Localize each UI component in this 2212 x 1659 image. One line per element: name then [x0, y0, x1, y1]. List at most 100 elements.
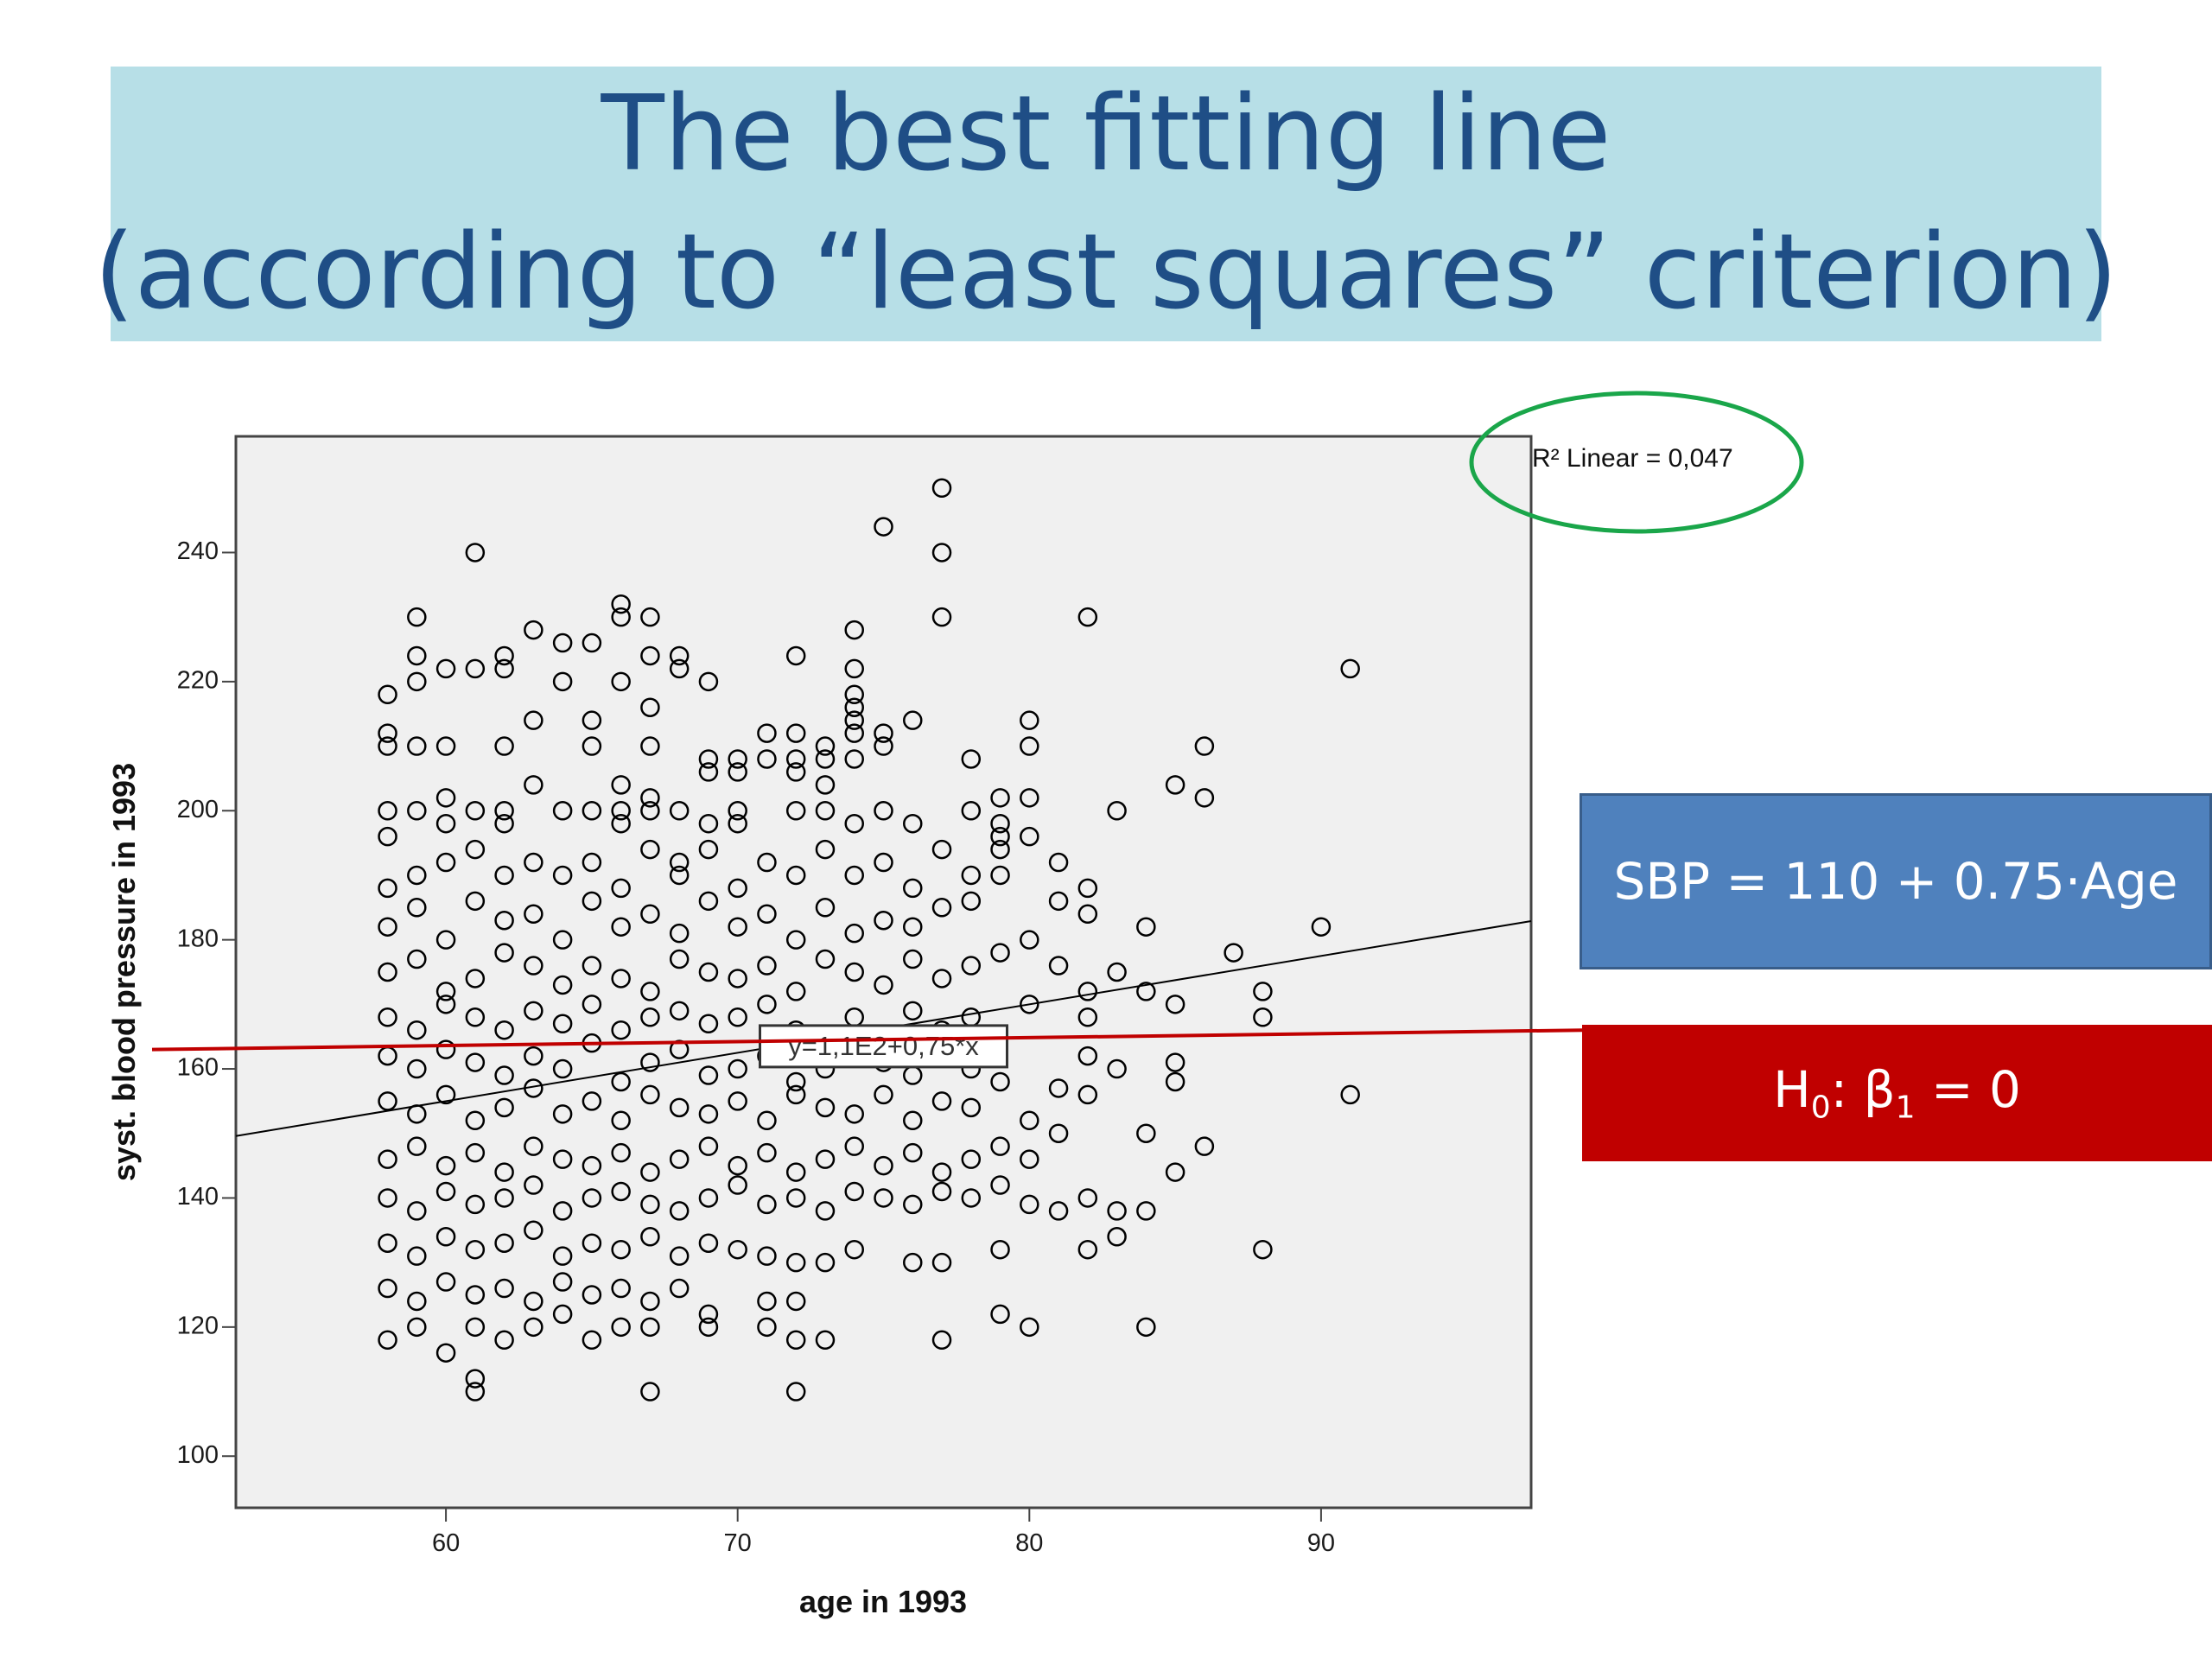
data-point: [582, 1091, 602, 1111]
data-point: [990, 1071, 1010, 1092]
data-point: [785, 723, 806, 743]
data-point: [1048, 852, 1069, 873]
data-point: [874, 852, 893, 873]
data-point: [611, 775, 631, 795]
title-banner: The best fitting line (according to “lea…: [94, 67, 2118, 341]
data-point: [931, 839, 952, 860]
r-squared-highlight-circle: [1469, 391, 1804, 534]
data-point: [407, 1246, 427, 1266]
data-point: [435, 982, 456, 1001]
data-point: [435, 852, 456, 873]
data-point: [903, 1001, 923, 1021]
data-point: [494, 645, 514, 666]
data-point: [640, 788, 660, 808]
data-point: [378, 801, 397, 821]
data-point: [435, 995, 456, 1014]
data-point: [1048, 1123, 1069, 1143]
data-point: [640, 1052, 660, 1072]
data-point: [785, 1330, 806, 1351]
data-point: [961, 891, 982, 912]
data-point: [903, 917, 923, 937]
data-point: [815, 1330, 836, 1351]
data-point: [698, 839, 719, 860]
data-point: [785, 1188, 806, 1208]
data-point: [494, 1097, 514, 1118]
data-point: [990, 865, 1010, 886]
data-point: [728, 1155, 747, 1176]
data-point: [465, 1317, 486, 1338]
data-point: [785, 801, 806, 821]
data-point: [465, 1382, 486, 1402]
data-point: [407, 865, 427, 886]
y-tick-label: 140: [177, 1183, 219, 1211]
data-point: [728, 878, 747, 899]
data-point: [435, 1181, 456, 1202]
data-point: [698, 1317, 719, 1338]
data-point: [757, 995, 777, 1014]
data-point: [378, 1233, 397, 1253]
data-point: [1020, 1194, 1039, 1215]
x-tick-label: 60: [432, 1529, 460, 1557]
data-point: [611, 1239, 631, 1260]
data-point: [582, 710, 602, 730]
data-point: [844, 710, 864, 730]
data-point: [552, 1014, 573, 1034]
data-point: [785, 1382, 806, 1402]
data-point: [874, 1155, 893, 1176]
data-points: [378, 478, 1360, 1402]
data-point: [611, 607, 631, 627]
data-point: [407, 1058, 427, 1079]
data-point: [728, 762, 747, 782]
data-point: [435, 1155, 456, 1176]
data-point: [844, 1239, 864, 1260]
data-point: [582, 1155, 602, 1176]
data-point: [640, 982, 660, 1001]
data-point: [524, 710, 543, 730]
data-point: [1136, 1201, 1156, 1221]
data-point: [1020, 1149, 1039, 1169]
data-point: [378, 1188, 397, 1208]
data-point: [1020, 1110, 1039, 1131]
data-point: [378, 1007, 397, 1027]
data-point: [757, 723, 777, 743]
slide-title-line-1: The best fitting line: [601, 74, 1611, 194]
data-point: [815, 801, 836, 821]
data-point: [494, 801, 514, 821]
data-point: [407, 1020, 427, 1040]
data-point: [552, 865, 573, 886]
data-point: [874, 1188, 893, 1208]
data-point: [844, 749, 864, 769]
data-point: [785, 930, 806, 950]
data-point: [990, 1239, 1010, 1260]
data-point: [757, 852, 777, 873]
data-point: [582, 1233, 602, 1253]
data-point: [728, 801, 747, 821]
x-tick-label: 70: [724, 1529, 752, 1557]
data-point: [640, 736, 660, 756]
data-point: [931, 898, 952, 918]
data-point: [494, 813, 514, 834]
data-point: [494, 658, 514, 679]
data-point: [785, 762, 806, 782]
data-point: [844, 923, 864, 944]
model-equation-text: SBP = 110 + 0.75·Age: [1613, 852, 2178, 911]
data-point: [931, 1162, 952, 1182]
data-point: [669, 923, 690, 944]
data-point: [582, 995, 602, 1014]
data-point: [931, 969, 952, 988]
data-point: [640, 1084, 660, 1105]
data-point: [757, 1142, 777, 1163]
data-point: [931, 1330, 952, 1351]
data-point: [844, 813, 864, 834]
data-point: [611, 1071, 631, 1092]
data-point: [378, 1091, 397, 1111]
data-point: [582, 1188, 602, 1208]
data-point: [465, 1007, 486, 1027]
data-point: [698, 1136, 719, 1156]
data-point: [698, 1233, 719, 1253]
data-point: [1340, 658, 1360, 679]
data-point: [378, 736, 397, 756]
data-point: [815, 839, 836, 860]
data-point: [552, 801, 573, 821]
data-point: [465, 1110, 486, 1131]
